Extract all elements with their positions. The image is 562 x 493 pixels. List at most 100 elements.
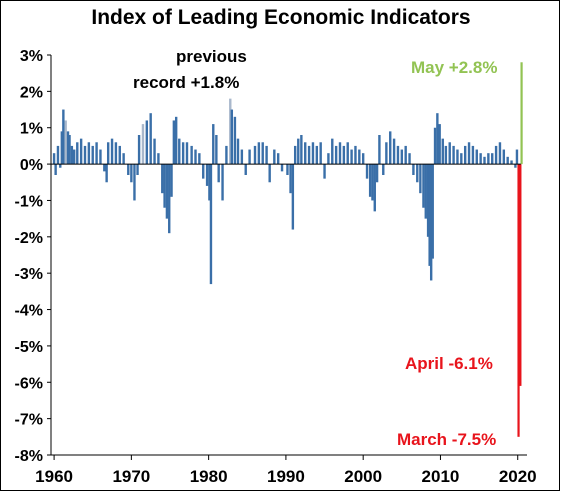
x-tick-label: 1970 — [112, 467, 150, 486]
data-bar — [165, 164, 169, 219]
data-bar — [122, 153, 125, 165]
data-bar — [315, 145, 319, 165]
march-bar — [517, 164, 520, 437]
data-bar — [133, 164, 136, 201]
data-bar — [327, 153, 330, 165]
data-bar — [289, 164, 292, 194]
data-bar — [408, 153, 411, 165]
x-axis-ticks: 1960 1970 1980 1990 2000 2010 2020 — [35, 455, 537, 486]
data-bar — [382, 164, 385, 175]
data-bar — [338, 142, 342, 165]
data-bar — [185, 142, 189, 165]
data-bar — [95, 142, 98, 165]
data-bar — [331, 138, 334, 165]
data-bar — [174, 116, 178, 165]
data-bar — [62, 109, 65, 165]
data-bar — [79, 138, 83, 165]
data-bar — [60, 131, 64, 165]
data-bar — [110, 138, 114, 165]
data-bar — [212, 124, 215, 165]
data-bar — [118, 145, 121, 165]
data-bar — [368, 164, 372, 197]
data-bar — [244, 164, 247, 175]
data-bar — [426, 164, 430, 237]
data-bar — [76, 142, 79, 165]
data-bar — [221, 164, 224, 201]
data-bar — [494, 145, 498, 165]
y-axis-ticks: 3% 2% 1% 0% -1% -2% -3% -4% -5% -6% -7% -8% — [15, 48, 51, 465]
data-bar — [436, 113, 439, 165]
data-bar — [297, 138, 300, 165]
y-tick-label: -8% — [15, 448, 43, 465]
data-bar — [350, 149, 353, 165]
data-bar — [54, 164, 57, 175]
data-bar — [127, 164, 130, 175]
data-bar — [157, 153, 160, 165]
data-bar — [114, 142, 118, 165]
data-bar — [202, 164, 205, 179]
y-tick-label: 3% — [20, 48, 43, 65]
data-bar — [300, 135, 303, 165]
data-bar — [103, 164, 106, 172]
data-bar — [514, 164, 517, 168]
data-bar — [291, 164, 295, 230]
data-bar — [342, 145, 346, 165]
data-bar — [153, 138, 156, 165]
y-tick-label: -7% — [15, 412, 43, 429]
data-bar — [422, 164, 425, 208]
data-bar — [68, 135, 71, 165]
data-bar — [99, 149, 102, 165]
data-bar — [130, 164, 133, 183]
data-bar — [293, 145, 297, 165]
x-tick-label: 1990 — [267, 467, 305, 486]
annotation-previous-record-line1: previous — [176, 47, 247, 66]
data-bar — [233, 116, 237, 165]
chart-title: Index of Leading Economic Indicators — [91, 6, 471, 29]
data-bar — [491, 153, 494, 165]
x-tick-label: 2010 — [422, 467, 460, 486]
data-bar — [190, 145, 193, 165]
data-bar — [456, 149, 459, 165]
data-bar — [307, 145, 311, 165]
data-bar — [66, 131, 70, 165]
data-bar — [463, 145, 467, 165]
y-tick-label: -5% — [15, 339, 43, 356]
data-bar — [225, 145, 228, 165]
data-bar — [52, 153, 56, 165]
data-bar — [181, 142, 185, 165]
data-bar — [248, 149, 251, 165]
data-bar — [412, 164, 415, 175]
april-bar — [519, 164, 522, 386]
data-bar — [385, 142, 388, 165]
data-bar — [273, 149, 276, 165]
data-bar — [87, 142, 91, 165]
data-bar — [253, 145, 257, 165]
y-tick-label: 0% — [20, 157, 43, 174]
data-bar — [170, 164, 173, 197]
data-bar — [276, 153, 280, 165]
data-bar — [358, 149, 361, 165]
data-bar — [392, 138, 396, 165]
data-bar — [515, 149, 519, 165]
data-bar — [59, 164, 62, 168]
annotation-previous-record-line2: record +1.8% — [133, 73, 240, 92]
data-bar — [506, 156, 509, 165]
data-bar — [268, 164, 271, 183]
y-tick-label: -4% — [15, 303, 43, 320]
data-bar — [64, 120, 67, 165]
data-bar — [429, 164, 433, 281]
data-bar — [424, 164, 427, 219]
data-bar — [161, 164, 164, 194]
data-bar — [448, 142, 451, 165]
data-bar — [354, 145, 357, 165]
data-bar — [83, 145, 87, 165]
y-tick-label: 1% — [20, 121, 43, 138]
data-bar — [361, 153, 365, 165]
data-bar — [236, 138, 240, 165]
data-bar — [178, 138, 181, 165]
data-bar — [373, 164, 376, 212]
data-bar — [72, 149, 76, 165]
data-bar — [419, 164, 422, 194]
